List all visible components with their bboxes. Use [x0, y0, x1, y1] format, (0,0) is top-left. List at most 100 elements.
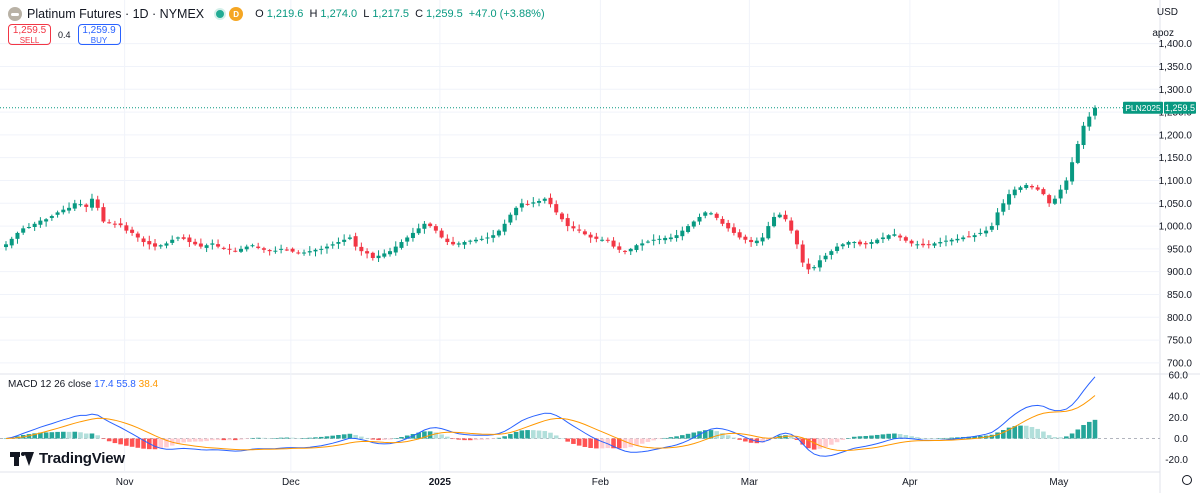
macd-hist-bar [823, 438, 828, 448]
sell-button[interactable]: 1,259.5 SELL [8, 24, 51, 45]
macd-hist-bar [766, 438, 771, 441]
candle-body [267, 250, 272, 252]
macd-hist-bar [101, 438, 106, 440]
candle-body [67, 207, 72, 211]
macd-hist-bar [806, 438, 811, 449]
macd-hist-bar [840, 438, 846, 440]
macd-tick-label: 20.0 [1169, 413, 1189, 424]
candle-body [892, 234, 897, 236]
macd-hist-bar [880, 434, 886, 439]
macd-hist-bar [897, 434, 903, 439]
macd-hist-bar [1029, 427, 1035, 439]
candle-body [181, 237, 186, 239]
candle-body [582, 231, 587, 235]
macd-hist-bar [456, 438, 462, 440]
macd-hist-bar [255, 437, 261, 439]
candle-body [708, 213, 713, 215]
delayed-badge[interactable]: D [229, 7, 244, 21]
candle-body [898, 235, 903, 238]
macd-hist-bar [43, 432, 49, 439]
macd-hist-bar [680, 435, 685, 439]
price-tick-label: 1,000.0 [1159, 222, 1193, 233]
tradingview-logo[interactable]: TradingView [10, 450, 125, 467]
candle-body [3, 244, 9, 248]
candle-body [514, 207, 519, 216]
macd-hist-bar [387, 438, 393, 440]
macd-hist-bar [943, 437, 949, 439]
macd-hist-bar [124, 438, 129, 446]
candle-body [645, 241, 650, 243]
candle-body [817, 260, 822, 268]
macd-hist-bar [204, 438, 209, 442]
buy-price: 1,259.9 [82, 25, 116, 36]
macd-hist-bar [313, 437, 318, 439]
candle-body [846, 242, 851, 245]
macd-hist-bar [857, 436, 863, 439]
macd-tick-label: 40.0 [1169, 392, 1189, 403]
candle-body [1092, 107, 1098, 116]
macd-hist-bar [909, 436, 914, 439]
macd-hist-bar [536, 430, 542, 439]
candle-body [840, 244, 845, 247]
candle-body [72, 203, 77, 209]
candle-body [468, 240, 473, 242]
time-tick-label: Apr [902, 477, 918, 488]
candle-body [485, 237, 490, 239]
candle-body [164, 243, 169, 246]
candle-body [473, 239, 478, 242]
ohlc-values: O 1,219.6 H 1,274.0 L 1,217.5 C 1,259.5 +47.… [255, 8, 545, 20]
macd-hist-bar [708, 430, 714, 439]
macd-hist-bar [863, 435, 869, 439]
macd-hist-bar [1001, 430, 1006, 439]
sell-label: SELL [19, 36, 40, 45]
candle-body [749, 239, 754, 243]
macd-hist-bar [714, 431, 720, 439]
candle-body [989, 226, 994, 230]
macd-hist-bar [129, 438, 135, 447]
currency-selector[interactable]: USD [1156, 7, 1178, 18]
macd-line-value: 55.8 [116, 379, 136, 390]
candle-body [147, 241, 152, 245]
low-value: 1,217.5 [372, 8, 410, 20]
macd-hist-bar [66, 431, 72, 439]
candle-body [674, 235, 679, 239]
macd-hist-bar [995, 432, 1000, 439]
candle-body [577, 229, 582, 231]
macd-hist-bar [611, 438, 616, 449]
candle-body [479, 238, 484, 240]
symbol-title[interactable]: Platinum Futures · 1D · NYMEX [27, 7, 205, 21]
macd-hist-bar [232, 438, 238, 441]
candle-body [628, 248, 633, 252]
candle-body [491, 235, 496, 238]
candle-body [302, 252, 307, 254]
time-tick-label: Nov [116, 477, 134, 488]
macd-hist-bar [273, 438, 278, 439]
macd-hist-bar [399, 437, 404, 439]
candle-body [605, 239, 610, 241]
settings-icon[interactable] [1182, 475, 1192, 485]
macd-hist-bar [284, 437, 290, 439]
candle-body [261, 248, 266, 250]
macd-hist-bar [920, 437, 926, 439]
buy-button[interactable]: 1,259.9 BUY [77, 24, 121, 45]
macd-legend[interactable]: MACD 12 26 close 17.4 55.8 38.4 [8, 379, 158, 390]
candle-body [932, 243, 937, 246]
macd-hist-bar [662, 437, 668, 439]
macd-hist-bar [691, 432, 697, 439]
candle-body [216, 244, 221, 247]
buy-label: BUY [90, 36, 108, 45]
candle-body [995, 212, 1000, 226]
candle-body [1041, 189, 1046, 195]
time-tick-label: Mar [741, 477, 759, 488]
candle-body [657, 238, 662, 240]
macd-hist-bar [571, 438, 576, 444]
candle-body [640, 243, 645, 246]
macd-hist-bar [135, 438, 141, 448]
macd-hist-bar [932, 438, 937, 439]
macd-hist-bar [490, 438, 496, 440]
macd-hist-bar [1058, 437, 1063, 439]
macd-hist-bar [210, 438, 215, 441]
macd-hist-bar [846, 438, 851, 439]
